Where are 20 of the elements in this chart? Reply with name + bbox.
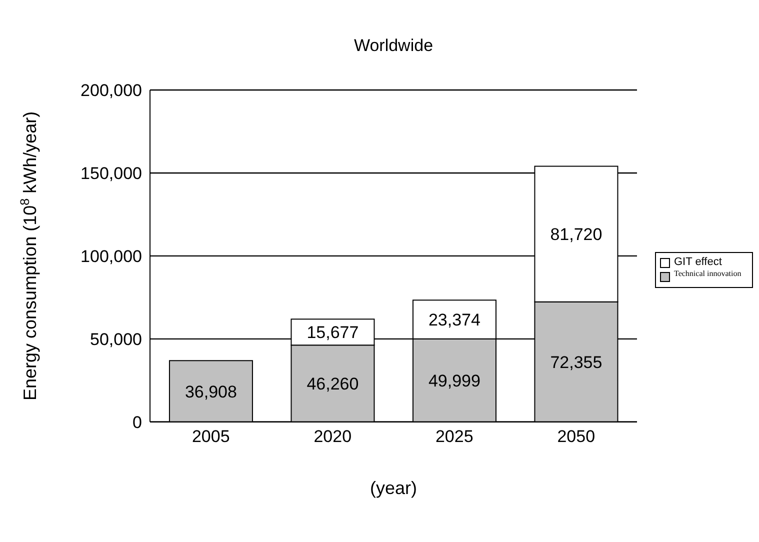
y-tick-label: 200,000 xyxy=(80,81,142,100)
chart-title: Worldwide xyxy=(352,36,434,56)
legend-label: GIT effect xyxy=(674,256,722,268)
x-tick-label: 2025 xyxy=(435,426,474,446)
y-tick-label: 100,000 xyxy=(80,246,142,266)
x-tick-label: 2005 xyxy=(192,426,230,446)
x-tick-label: 2050 xyxy=(557,426,596,446)
data-label: 36,908 xyxy=(184,382,237,402)
data-label: 23,374 xyxy=(428,310,480,330)
data-label: 15,677 xyxy=(306,323,359,342)
legend-label: Technical innovation xyxy=(674,269,742,279)
data-label: 72,355 xyxy=(550,352,602,372)
data-label: 49,999 xyxy=(428,371,480,390)
data-label: 46,260 xyxy=(306,374,359,394)
y-tick-label: 0 xyxy=(132,412,142,432)
y-tick-label: 150,000 xyxy=(80,164,142,184)
y-tick-label: 50,000 xyxy=(90,330,142,349)
data-label: 81,720 xyxy=(550,225,602,244)
x-axis-title: (year) xyxy=(370,478,418,498)
x-tick-label: 2020 xyxy=(314,426,352,446)
